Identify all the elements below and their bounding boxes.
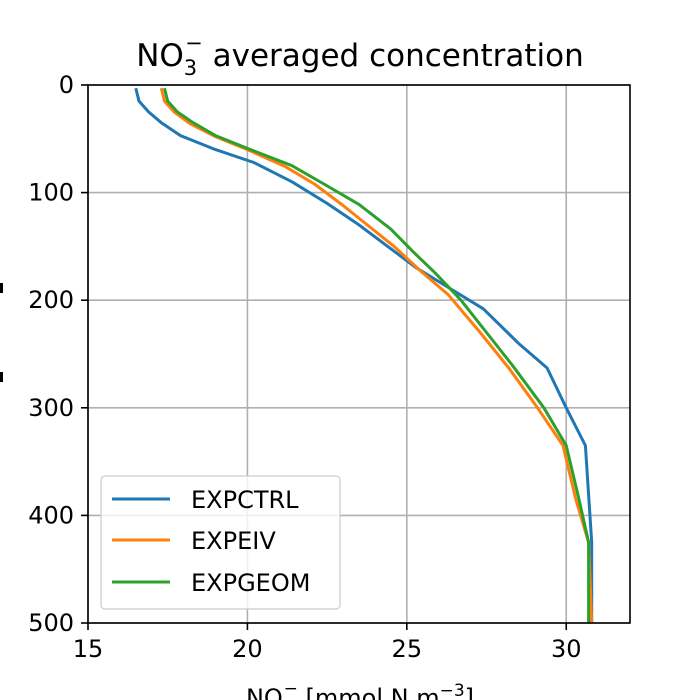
y-tick-label-1: 100 [28, 179, 74, 207]
x-tick-label-0: 15 [73, 635, 104, 663]
series-line-expeiv [159, 87, 594, 624]
legend: EXPCTRL EXPEIV EXPGEOM [100, 475, 341, 610]
plot-area-frame [87, 84, 631, 624]
legend-box [100, 475, 341, 610]
series-lines [134, 87, 594, 624]
x-axis-label-sub: 3 [283, 698, 294, 700]
y-axis-ticks: 0 100 200 300 400 500 [28, 71, 88, 637]
x-axis-label: NO3− [mmol N m−3] [246, 679, 474, 700]
chart-title-sup: − [185, 31, 203, 55]
y-axis-label-fragment-upper [0, 283, 3, 293]
x-axis-label-sup: − [284, 679, 298, 699]
x-tick-label-3: 30 [551, 635, 582, 663]
x-tick-label-1: 20 [232, 635, 263, 663]
chart-title-sub: 3 [184, 56, 197, 80]
y-tick-label-0: 0 [59, 71, 74, 99]
chart-title: NO3− averaged concentration [136, 31, 584, 80]
legend-label-expeiv: EXPEIV [191, 527, 276, 555]
chart-title-suffix: averaged concentration [203, 38, 584, 74]
x-axis-label-close: ] [465, 684, 474, 700]
y-tick-label-5: 500 [28, 609, 74, 637]
y-axis-label-fragment-lower [0, 372, 3, 382]
legend-label-expgeom: EXPGEOM [191, 569, 310, 597]
y-tick-label-3: 300 [28, 394, 74, 422]
x-axis-label-suffix: [mmol N m [298, 684, 440, 700]
y-tick-label-4: 400 [28, 501, 74, 529]
x-axis-label-prefix: NO [246, 684, 283, 700]
series-line-expgeom [163, 87, 591, 623]
x-axis-label-unit-sup: −3 [440, 681, 465, 700]
y-tick-label-2: 200 [28, 286, 74, 314]
legend-label-expctrl: EXPCTRL [191, 486, 299, 514]
series-line-expctrl [134, 87, 594, 623]
chart-title-prefix: NO [136, 38, 184, 74]
x-tick-label-2: 25 [392, 635, 423, 663]
x-axis-ticks: 15 20 25 30 [73, 623, 582, 663]
